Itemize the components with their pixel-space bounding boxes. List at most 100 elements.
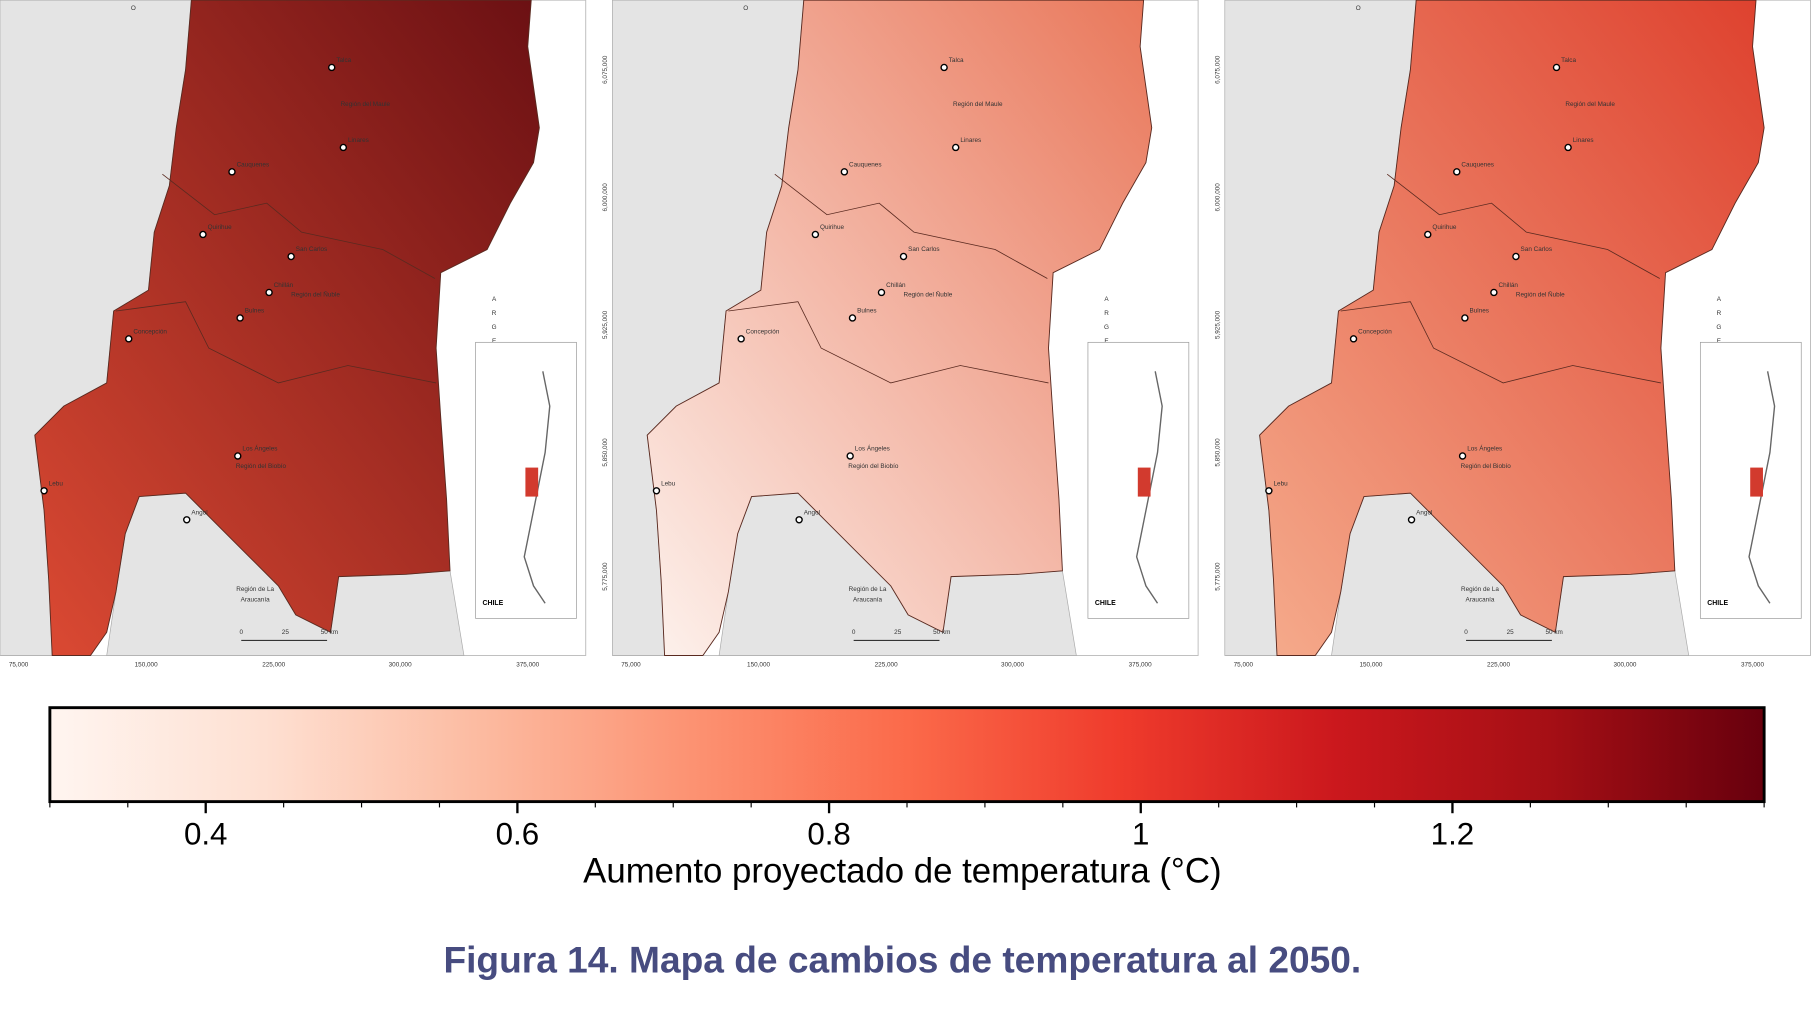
x-axis-label: 225,000	[262, 661, 285, 668]
city-marker	[40, 487, 48, 495]
city-label: Bulnes	[245, 308, 264, 315]
x-axis-label: 150,000	[135, 661, 158, 668]
region-label: Araucanía	[853, 596, 882, 603]
city-marker	[846, 452, 854, 460]
city-label: Quirihue	[208, 224, 233, 231]
city-label: Lebu	[1274, 481, 1289, 488]
x-axis-label: 150,000	[747, 661, 770, 668]
scale-label: 0	[852, 629, 856, 636]
x-axis-label: 225,000	[875, 661, 898, 668]
city-label: Quirihue	[1432, 224, 1457, 231]
scale-label: 25	[282, 629, 290, 636]
country-letter: G	[1716, 324, 1721, 331]
city-marker	[940, 63, 948, 72]
region-label: Región del Maule	[1565, 101, 1615, 108]
city-label: Bulnes	[1470, 308, 1489, 315]
inset-label: CHILE	[482, 600, 503, 607]
city-marker	[1564, 143, 1572, 152]
region-label: Región del Biobío	[848, 463, 899, 470]
map-panel: O Talca Linares Cauquenes Quirihue San Carlos…	[0, 0, 587, 668]
country-letter: G	[1104, 324, 1109, 331]
compass-letter: O	[131, 5, 136, 12]
x-axis-label: 300,000	[1001, 661, 1024, 668]
colorbar-tick-label: 0.4	[184, 817, 228, 852]
y-axis-label: 5,925,000	[602, 310, 609, 339]
y-axis-label: 6,000,000	[1215, 183, 1222, 212]
region-label: Región de La	[236, 586, 274, 593]
x-axis-label: 300,000	[1613, 661, 1636, 668]
scale-label: 50 km	[933, 629, 950, 636]
x-axis-label: 225,000	[1487, 661, 1510, 668]
x-axis-label: 75,000	[9, 661, 29, 668]
city-marker	[1552, 63, 1561, 72]
city-label: Talca	[949, 57, 964, 64]
city-label: Quirihue	[820, 224, 845, 231]
region-border	[115, 301, 437, 384]
city-label: Linares	[1573, 137, 1594, 144]
y-axis-label: 5,850,000	[602, 438, 609, 467]
compass-letter: O	[1356, 5, 1361, 12]
city-label: Angol	[1416, 510, 1432, 517]
inset-label: CHILE	[1095, 600, 1116, 607]
city-marker	[1512, 252, 1520, 261]
city-label: Lebu	[661, 481, 676, 488]
scale-label: 25	[894, 629, 902, 636]
city-label: Los Ángeles	[1467, 444, 1502, 453]
city-label: Lebu	[49, 481, 64, 488]
city-label: Linares	[960, 137, 981, 144]
city-marker	[652, 487, 661, 495]
city-label: Cauquenes	[1461, 162, 1494, 169]
city-label: Angol	[804, 510, 820, 517]
city-label: San Carlos	[908, 246, 939, 253]
x-axis-label: 375,000	[1129, 661, 1152, 668]
y-axis-label: 6,075,000	[602, 55, 609, 84]
scale-label: 0	[1464, 629, 1468, 636]
city-marker	[737, 335, 745, 343]
scale-label: 0	[239, 629, 243, 636]
region-label: Región del Ñuble	[903, 289, 952, 298]
region-label: Región del Maule	[953, 101, 1003, 108]
country-letter: A	[492, 296, 497, 303]
city-label: Cauquenes	[849, 162, 882, 169]
city-marker	[1453, 168, 1461, 176]
city-label: Linares	[348, 137, 369, 144]
city-marker	[287, 252, 295, 261]
x-axis-label: 375,000	[516, 661, 539, 668]
colorbar-tick-label: 0.6	[496, 817, 540, 852]
region-border	[1386, 173, 1660, 279]
inset-label: CHILE	[1707, 600, 1728, 607]
country-letter: A	[1717, 296, 1722, 303]
compass-letter: O	[743, 5, 748, 12]
inset-highlight	[525, 467, 539, 497]
colorbar-tick-label: 1	[1132, 817, 1149, 852]
city-label: Talca	[336, 57, 351, 64]
y-axis-label: 5,775,000	[602, 562, 609, 591]
city-marker	[840, 168, 849, 176]
city-marker	[811, 230, 820, 239]
city-label: Concepción	[133, 329, 167, 336]
city-marker	[795, 516, 803, 524]
region-area	[34, 0, 540, 656]
inset-highlight	[1750, 467, 1763, 497]
region-label: Araucanía	[241, 596, 270, 603]
city-marker	[183, 516, 191, 524]
city-marker	[265, 288, 273, 297]
x-axis-label: 75,000	[1234, 661, 1254, 668]
colorbar-tick-label: 1.2	[1431, 817, 1475, 852]
inset-country	[1748, 371, 1776, 604]
map-panel: O Talca Linares Cauquenes Quirihue San Carlos…	[602, 0, 1199, 668]
city-label: Los Ángeles	[855, 444, 890, 453]
caption: Figura 14. Mapa de cambios de temperatur…	[443, 939, 1361, 981]
region-border	[1340, 301, 1661, 384]
region-label: Región del Biobío	[236, 463, 287, 470]
city-label: San Carlos	[1521, 246, 1552, 253]
city-marker	[1461, 314, 1469, 322]
country-letter: R	[1104, 310, 1109, 317]
country-letter: R	[492, 310, 497, 317]
y-axis-label: 5,775,000	[1215, 562, 1222, 591]
scale-label: 50 km	[321, 629, 338, 636]
city-marker	[877, 288, 886, 297]
region-label: Región del Maule	[341, 101, 391, 108]
country-letter: E	[1717, 338, 1721, 345]
city-marker	[339, 143, 348, 152]
